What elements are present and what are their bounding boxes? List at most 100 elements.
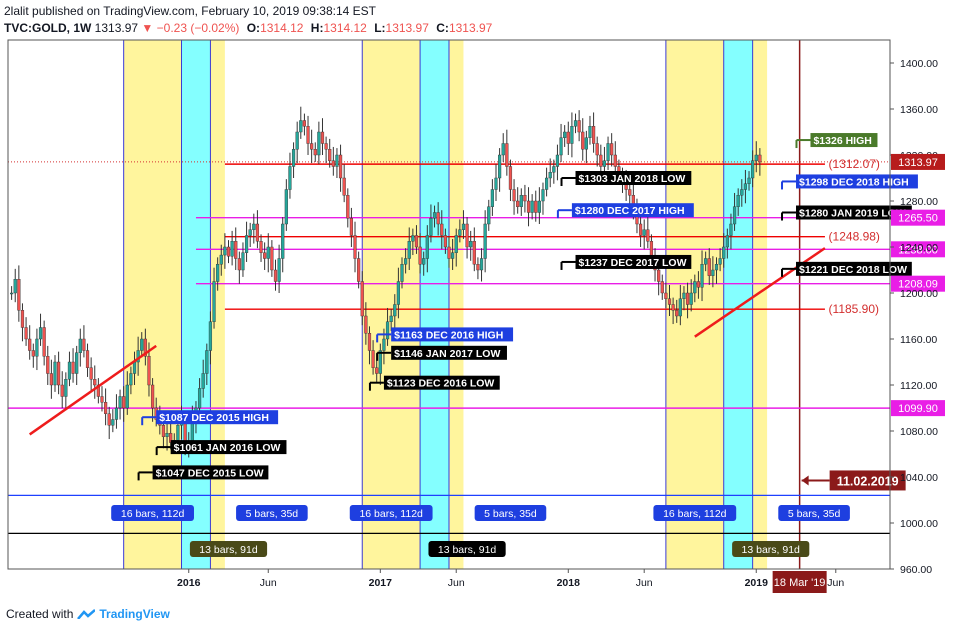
footer: Created with TradingView — [6, 607, 170, 621]
candle-body — [534, 200, 538, 213]
candle-body — [252, 223, 256, 230]
candle-body — [335, 154, 339, 167]
callout-box — [391, 327, 514, 342]
candle-body — [234, 241, 238, 259]
axis-level-tag — [891, 241, 945, 258]
candle-body — [393, 304, 397, 317]
candle-body — [270, 246, 274, 271]
candle-body — [389, 315, 393, 322]
last-price: 1313.97 — [94, 21, 139, 35]
target-label-box — [829, 470, 906, 491]
candle-body — [725, 235, 729, 248]
callout-box — [571, 203, 694, 218]
y-tick-label: 1280.00 — [900, 196, 938, 208]
created-with-label: Created with — [6, 607, 74, 621]
axis-level-tag — [891, 209, 945, 226]
x-tick-label: 2019 — [745, 577, 769, 589]
candle-body — [248, 229, 252, 236]
candle-body — [396, 281, 400, 305]
candle-body — [281, 223, 285, 259]
candle-body — [13, 279, 17, 294]
candlesticks — [10, 106, 762, 458]
candle-body — [385, 321, 390, 340]
candle-body — [313, 149, 317, 156]
candle-body — [223, 246, 227, 256]
candle-body — [483, 223, 487, 259]
symbol-label[interactable]: TVC:GOLD, 1W — [4, 21, 92, 35]
candle-body — [273, 269, 278, 282]
candle-body — [678, 298, 682, 317]
candle-body — [165, 433, 169, 437]
range-label: 16 bars, 112d — [121, 508, 185, 520]
candle-body — [241, 252, 245, 271]
candle-body — [588, 126, 592, 138]
candle-body — [49, 373, 53, 386]
candle-body — [400, 264, 404, 282]
candle-body — [338, 154, 343, 179]
candle-body — [414, 235, 419, 248]
candle-body — [357, 258, 361, 282]
x-tick-label: Jun — [636, 577, 653, 589]
low-value: 1313.97 — [385, 21, 429, 35]
candle-body — [407, 241, 411, 259]
range-label: 13 bars, 91d — [742, 544, 801, 556]
x-marker-label: 18 Mar '19 — [774, 577, 826, 589]
callout-label: $1221 DEC 2018 LOW — [799, 264, 907, 276]
range-label-box — [189, 541, 268, 557]
candle-body — [584, 137, 588, 150]
candle-body — [508, 166, 513, 190]
candle-body — [573, 120, 578, 127]
candle-body — [555, 154, 560, 167]
candle-body — [432, 212, 437, 219]
candle-body — [364, 315, 368, 334]
candle-body — [454, 235, 458, 253]
cycle-band — [752, 40, 768, 569]
trendline — [28, 344, 157, 436]
tradingview-brand[interactable]: TradingView — [99, 607, 170, 621]
range-label: 16 bars, 112d — [663, 508, 727, 520]
candle-body — [140, 338, 144, 351]
candle-body — [349, 218, 354, 236]
candle-body — [367, 333, 372, 351]
candle-body — [685, 292, 690, 305]
candle-body — [487, 206, 491, 225]
candle-body — [360, 281, 364, 317]
callout-box — [810, 133, 878, 148]
candle-body — [24, 327, 28, 340]
y-tick-label: 1040.00 — [900, 472, 938, 484]
candle-body — [512, 189, 516, 202]
candle-body — [628, 189, 632, 196]
y-tick-label: 1200.00 — [900, 288, 938, 300]
candle-body — [425, 235, 429, 259]
callout-label: $1237 DEC 2017 LOW — [579, 257, 687, 269]
price-level-label: (1312.07) — [829, 157, 880, 171]
candle-body — [675, 310, 679, 317]
candle-body — [64, 379, 68, 397]
candle-body — [498, 154, 502, 179]
candle-body — [208, 321, 213, 351]
candle-body — [660, 281, 664, 294]
candle-body — [150, 384, 155, 409]
time-cycle-bands — [123, 40, 801, 569]
callout-box — [796, 205, 912, 220]
candle-body — [197, 388, 202, 409]
candle-body — [570, 126, 574, 144]
callout-label: $1280 JAN 2019 LOW — [799, 208, 906, 220]
candle-body — [523, 195, 527, 202]
callout-box — [391, 345, 507, 360]
y-tick-label: 1080.00 — [900, 426, 938, 438]
chart-header: 2lalit published on TradingView.com, Feb… — [4, 3, 804, 37]
candle-body — [320, 131, 325, 144]
candle-body — [501, 143, 505, 156]
candle-body — [505, 143, 509, 167]
candle-body — [704, 258, 708, 265]
candle-body — [378, 350, 382, 374]
range-label-box — [474, 505, 547, 521]
candle-body — [657, 269, 661, 282]
plot-frame — [7, 39, 891, 570]
price-level-label: (1185.90) — [829, 302, 879, 316]
range-label-box — [428, 541, 506, 557]
candle-body — [85, 350, 90, 368]
candle-body — [714, 264, 719, 271]
